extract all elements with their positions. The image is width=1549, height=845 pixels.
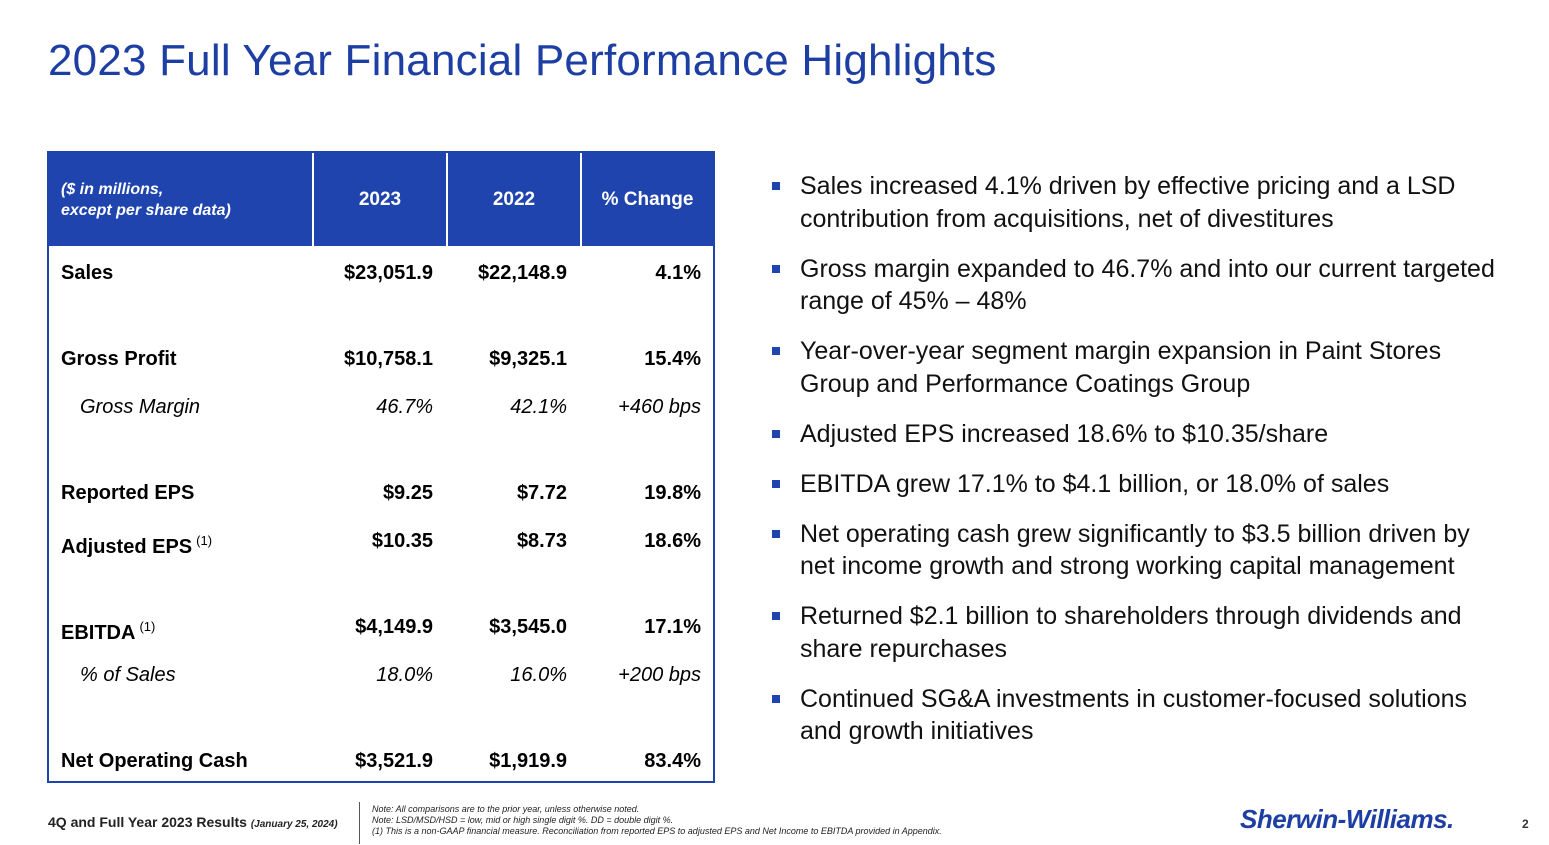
row-label: Gross Margin (80, 396, 201, 418)
value-2023: $9.25 (382, 482, 433, 504)
list-item: EBITDA grew 17.1% to $4.1 billion, or 18… (770, 468, 1500, 501)
table-row: Reported EPS $9.25 $7.72 19.8% (49, 478, 713, 508)
row-label: EBITDA (1) (61, 612, 155, 648)
bullet-text: EBITDA grew 17.1% to $4.1 billion, or 18… (800, 469, 1390, 498)
table-row: Net Operating Cash $3,521.9 $1,919.9 83.… (49, 746, 713, 776)
header-label-line1: ($ in millions, (61, 180, 164, 198)
bullet-text: Net operating cash grew significantly to… (800, 519, 1470, 581)
list-item: Sales increased 4.1% driven by effective… (770, 170, 1500, 235)
list-item: Year-over-year segment margin expansion … (770, 335, 1500, 400)
value-2022: 16.0% (510, 664, 567, 686)
bullet-square-icon (772, 429, 780, 438)
header-label-line2: except per share data) (61, 201, 231, 219)
list-item: Continued SG&A investments in customer-f… (770, 683, 1500, 748)
highlights-list: Sales increased 4.1% driven by effective… (770, 170, 1500, 765)
bullet-square-icon (772, 347, 780, 355)
value-2022: $8.73 (516, 530, 567, 552)
value-change: 19.8% (644, 482, 701, 504)
value-2022: $9,325.1 (489, 348, 567, 370)
value-2022: $22,148.9 (478, 262, 567, 284)
bullet-text: Gross margin expanded to 46.7% and into … (800, 254, 1495, 316)
value-change: 4.1% (655, 262, 701, 284)
value-change: 18.6% (644, 530, 701, 552)
value-2023: $3,521.9 (355, 750, 433, 772)
value-2022: $1,919.9 (489, 750, 567, 772)
value-2023: $10,758.1 (344, 348, 433, 370)
sherwin-williams-logo: Sherwin-Williams. (1240, 804, 1454, 834)
page-title: 2023 Full Year Financial Performance Hig… (48, 36, 997, 85)
bullet-square-icon (772, 612, 780, 620)
value-2023: $4,149.9 (355, 616, 433, 638)
row-label: % of Sales (80, 664, 176, 686)
footer-date: (January 25, 2024) (250, 819, 338, 830)
bullet-text: Returned $2.1 billion to shareholders th… (800, 602, 1462, 663)
value-2023: 18.0% (376, 664, 433, 686)
footnote-2: Note: LSD/MSD/HSD = low, mid or high sin… (372, 815, 674, 825)
header-2023: 2023 (312, 153, 446, 246)
bullet-square-icon (772, 479, 780, 488)
value-change: 17.1% (644, 616, 701, 638)
value-2022: $7.72 (516, 482, 567, 504)
list-item: Returned $2.1 billion to shareholders th… (770, 600, 1500, 665)
header-2022: 2022 (446, 153, 580, 246)
footnote-3: (1) This is a non-GAAP financial measure… (372, 826, 942, 836)
bullet-square-icon (772, 529, 780, 538)
footnotes: Note: All comparisons are to the prior y… (372, 804, 942, 837)
bullet-text: Adjusted EPS increased 18.6% to $10.35/s… (800, 419, 1329, 448)
row-label-text: Adjusted EPS (61, 536, 193, 558)
bullet-square-icon (772, 694, 780, 703)
table-row: EBITDA (1) $4,149.9 $3,545.0 17.1% (49, 612, 713, 644)
table-header: ($ in millions, except per share data) 2… (49, 153, 713, 246)
value-change: 15.4% (644, 348, 701, 370)
value-2023: 46.7% (376, 396, 433, 418)
value-change: 83.4% (644, 750, 701, 772)
value-change: +200 bps (618, 664, 701, 686)
table-row: Gross Margin 46.7% 42.1% +460 bps (49, 392, 713, 422)
bullet-text: Year-over-year segment margin expansion … (800, 337, 1442, 398)
page-number: 2 (1522, 817, 1529, 831)
value-change: +460 bps (618, 396, 701, 418)
financial-table: ($ in millions, except per share data) 2… (47, 151, 715, 783)
row-label-text: EBITDA (61, 622, 136, 644)
table-row: Adjusted EPS (1) $10.35 $8.73 18.6% (49, 526, 713, 558)
bullet-square-icon (772, 264, 780, 273)
row-label: Sales (61, 262, 114, 284)
value-2023: $10.35 (371, 530, 433, 552)
row-label: Reported EPS (61, 482, 195, 504)
footnote-marker: (1) (196, 533, 213, 548)
bullet-text: Continued SG&A investments in customer-f… (800, 684, 1468, 746)
list-item: Adjusted EPS increased 18.6% to $10.35/s… (770, 418, 1500, 451)
bullet-square-icon (772, 182, 780, 190)
footnote-1: Note: All comparisons are to the prior y… (372, 804, 640, 814)
row-label: Net Operating Cash (61, 750, 248, 772)
value-2022: $3,545.0 (489, 616, 567, 638)
table-row: % of Sales 18.0% 16.0% +200 bps (49, 660, 713, 690)
table-row: Sales $23,051.9 $22,148.9 4.1% (49, 258, 713, 288)
list-item: Gross margin expanded to 46.7% and into … (770, 253, 1500, 318)
bullet-text: Sales increased 4.1% driven by effective… (800, 172, 1456, 233)
value-2022: 42.1% (510, 396, 567, 418)
list-item: Net operating cash grew significantly to… (770, 518, 1500, 583)
row-label: Adjusted EPS (1) (61, 526, 212, 562)
footer-divider (359, 802, 360, 844)
footer-title: 4Q and Full Year 2023 Results (48, 814, 247, 830)
row-label: Gross Profit (61, 348, 177, 370)
footer-caption: 4Q and Full Year 2023 Results (January 2… (48, 814, 338, 830)
table-row: Gross Profit $10,758.1 $9,325.1 15.4% (49, 344, 713, 374)
footnote-marker: (1) (139, 619, 156, 634)
header-label: ($ in millions, except per share data) (49, 153, 312, 246)
header-pct-change: % Change (580, 153, 713, 246)
value-2023: $23,051.9 (344, 262, 433, 284)
